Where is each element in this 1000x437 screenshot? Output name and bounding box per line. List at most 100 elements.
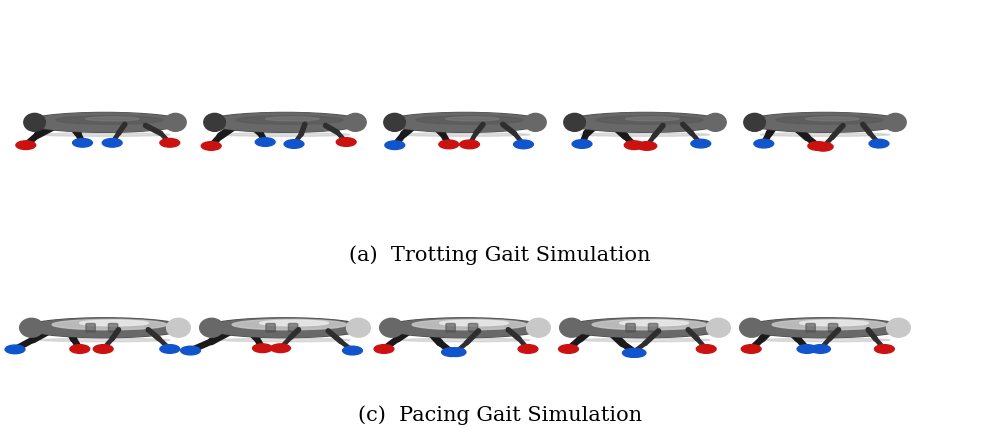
- Circle shape: [869, 139, 889, 148]
- Ellipse shape: [620, 320, 688, 326]
- Ellipse shape: [705, 113, 726, 132]
- Ellipse shape: [707, 318, 730, 337]
- Circle shape: [808, 142, 828, 150]
- Circle shape: [70, 345, 90, 353]
- FancyBboxPatch shape: [266, 323, 275, 332]
- Ellipse shape: [525, 113, 546, 132]
- Ellipse shape: [596, 116, 703, 124]
- Ellipse shape: [56, 116, 163, 124]
- Circle shape: [754, 139, 774, 148]
- FancyBboxPatch shape: [648, 323, 658, 332]
- Ellipse shape: [592, 319, 707, 330]
- FancyBboxPatch shape: [468, 323, 478, 332]
- Circle shape: [797, 345, 817, 353]
- Circle shape: [16, 141, 36, 149]
- Circle shape: [696, 345, 716, 353]
- Circle shape: [572, 140, 592, 148]
- Circle shape: [385, 141, 405, 149]
- Circle shape: [622, 349, 642, 357]
- Ellipse shape: [220, 338, 350, 342]
- Ellipse shape: [388, 113, 542, 132]
- Ellipse shape: [800, 320, 868, 326]
- Ellipse shape: [25, 318, 185, 338]
- Ellipse shape: [80, 320, 148, 326]
- Ellipse shape: [380, 318, 403, 337]
- Circle shape: [442, 348, 461, 357]
- Ellipse shape: [412, 319, 527, 330]
- Ellipse shape: [887, 318, 910, 337]
- Circle shape: [811, 345, 830, 353]
- Ellipse shape: [205, 318, 365, 338]
- Ellipse shape: [40, 338, 170, 342]
- Ellipse shape: [345, 113, 366, 132]
- Ellipse shape: [400, 133, 530, 136]
- Circle shape: [460, 140, 479, 149]
- Ellipse shape: [384, 113, 405, 132]
- Circle shape: [253, 344, 272, 353]
- Circle shape: [514, 140, 533, 149]
- Ellipse shape: [745, 318, 905, 338]
- Circle shape: [874, 345, 894, 353]
- FancyBboxPatch shape: [828, 323, 838, 332]
- Ellipse shape: [760, 133, 890, 136]
- Ellipse shape: [745, 112, 905, 132]
- Ellipse shape: [208, 113, 362, 132]
- Ellipse shape: [40, 133, 170, 136]
- Ellipse shape: [236, 116, 343, 124]
- Ellipse shape: [568, 318, 722, 337]
- Circle shape: [181, 346, 200, 355]
- Ellipse shape: [205, 112, 365, 132]
- Circle shape: [624, 141, 644, 149]
- Ellipse shape: [200, 318, 223, 337]
- Circle shape: [626, 349, 646, 357]
- Ellipse shape: [165, 113, 186, 132]
- Ellipse shape: [440, 320, 508, 326]
- Ellipse shape: [220, 133, 350, 136]
- Ellipse shape: [805, 117, 859, 121]
- Ellipse shape: [260, 320, 328, 326]
- Circle shape: [439, 140, 459, 149]
- Ellipse shape: [24, 113, 45, 132]
- Ellipse shape: [748, 113, 902, 132]
- Circle shape: [343, 346, 362, 355]
- Ellipse shape: [416, 116, 523, 124]
- Ellipse shape: [760, 338, 890, 342]
- FancyBboxPatch shape: [446, 323, 455, 332]
- Circle shape: [5, 345, 25, 354]
- Ellipse shape: [388, 318, 542, 337]
- Ellipse shape: [565, 318, 725, 338]
- Ellipse shape: [564, 113, 585, 132]
- Ellipse shape: [776, 116, 883, 124]
- Circle shape: [102, 139, 122, 147]
- Text: (c)  Pacing Gait Simulation: (c) Pacing Gait Simulation: [358, 405, 642, 425]
- Ellipse shape: [347, 318, 370, 337]
- Circle shape: [741, 345, 761, 353]
- Circle shape: [336, 138, 356, 146]
- FancyBboxPatch shape: [288, 323, 298, 332]
- FancyBboxPatch shape: [108, 323, 118, 332]
- Circle shape: [691, 139, 711, 148]
- Ellipse shape: [568, 113, 722, 132]
- Ellipse shape: [385, 112, 545, 132]
- FancyBboxPatch shape: [806, 323, 815, 332]
- Ellipse shape: [885, 113, 906, 132]
- Ellipse shape: [445, 117, 499, 121]
- Ellipse shape: [744, 113, 765, 132]
- FancyBboxPatch shape: [626, 323, 635, 332]
- Circle shape: [160, 345, 180, 353]
- Ellipse shape: [167, 318, 190, 337]
- Ellipse shape: [580, 338, 710, 342]
- Ellipse shape: [565, 112, 725, 132]
- Ellipse shape: [232, 319, 347, 330]
- Circle shape: [637, 142, 657, 150]
- Circle shape: [518, 345, 538, 353]
- Ellipse shape: [85, 117, 139, 121]
- Ellipse shape: [580, 133, 710, 136]
- Ellipse shape: [748, 318, 902, 337]
- FancyBboxPatch shape: [86, 323, 95, 332]
- Circle shape: [374, 345, 394, 353]
- Ellipse shape: [204, 113, 225, 132]
- Ellipse shape: [25, 112, 185, 132]
- Circle shape: [201, 142, 221, 150]
- Circle shape: [73, 139, 92, 147]
